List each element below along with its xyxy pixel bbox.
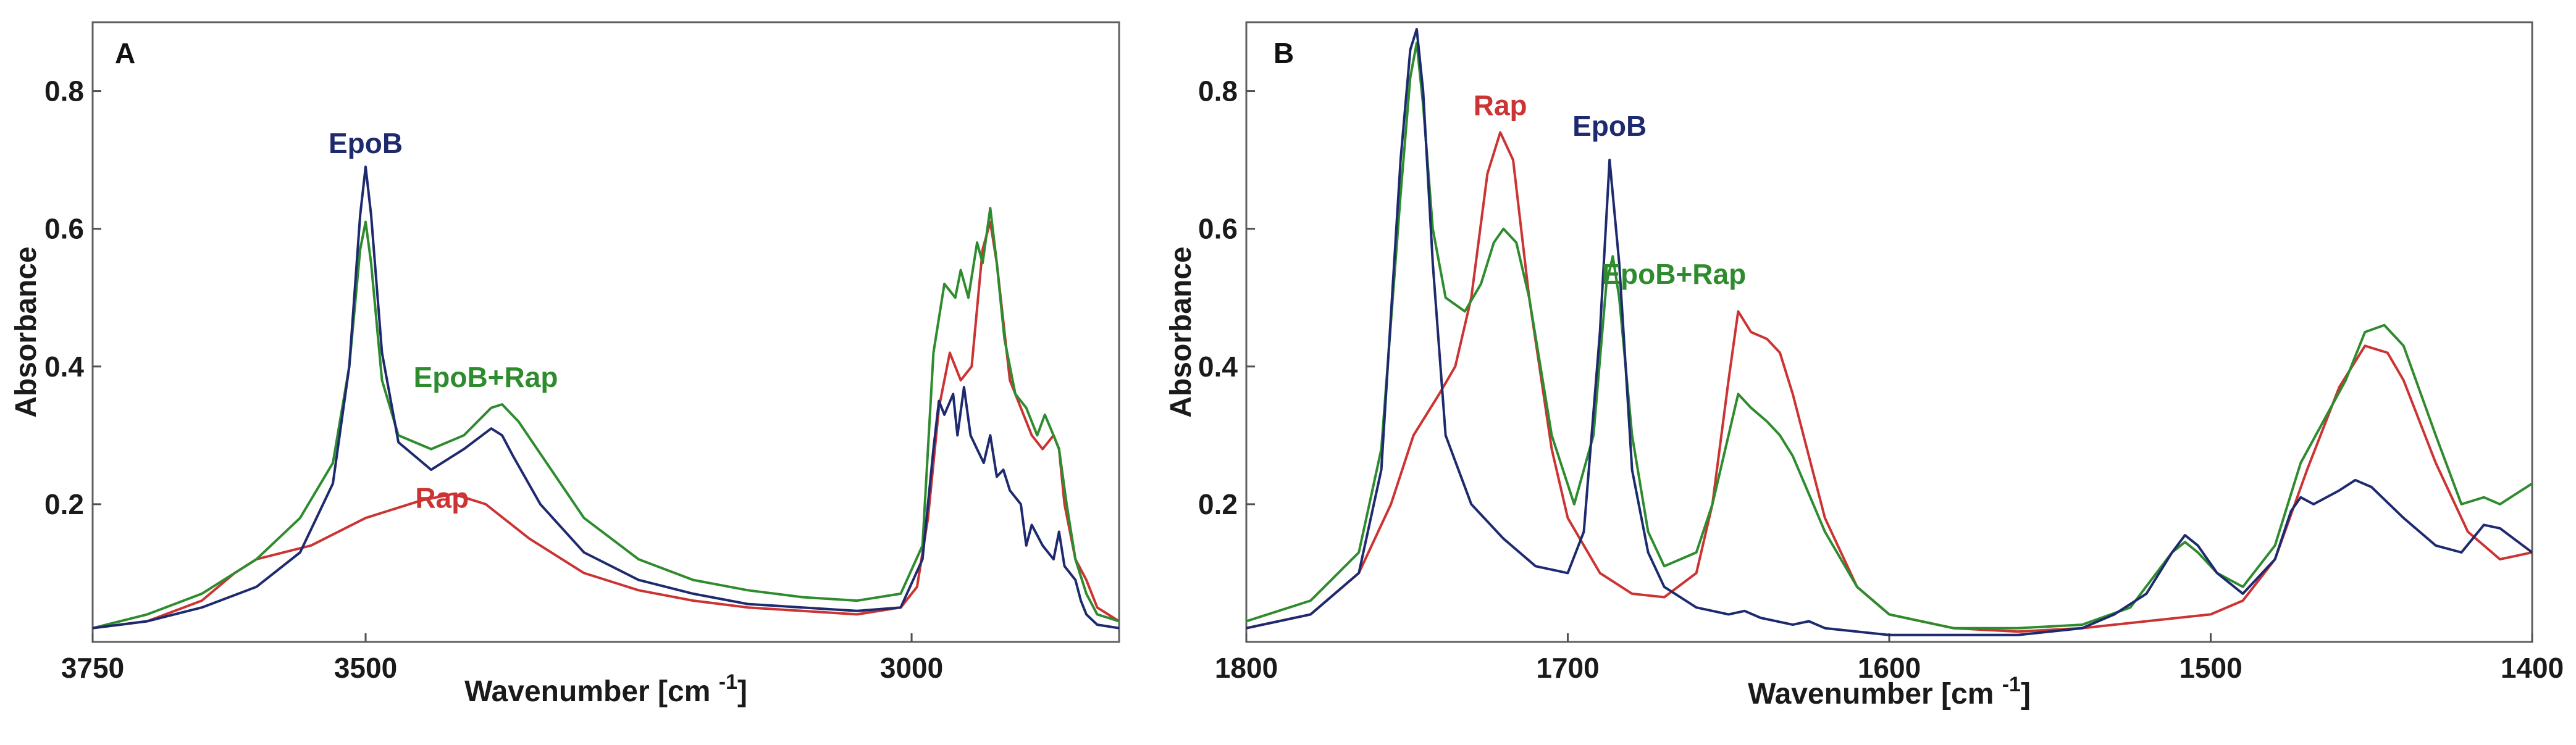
panel-letter: B	[1273, 37, 1294, 69]
x-tick-label: 1400	[2501, 652, 2564, 684]
series-line-epob	[1246, 28, 2532, 636]
x-tick-label: 3750	[61, 652, 124, 684]
y-tick-label: 0.2	[44, 488, 84, 520]
plot-frame	[91, 21, 1120, 643]
x-axis-label-superscript: -1	[2002, 673, 2021, 696]
y-tick-label: 0.8	[1198, 75, 1238, 107]
panel-letter: A	[115, 37, 135, 69]
panel-b: 0.2 0.4 0.6 0.8 1800 1700 1600 1500 1400 B Absorba…	[1165, 21, 2564, 710]
x-tick-label: 3500	[334, 652, 397, 684]
x-tick-label: 3000	[880, 652, 943, 684]
y-tick-label: 0.2	[1198, 488, 1238, 520]
panel-a: 0.2 0.4 0.6 0.8 3750 3500 3000 A Absorbance Waven…	[10, 21, 1120, 708]
series-line-epob	[93, 165, 1119, 630]
series-line-rap	[1246, 131, 2532, 633]
y-tick-label: 0.6	[44, 213, 84, 245]
series-line-epob-plus-rap	[1246, 41, 2532, 630]
y-axis-label: Absorbance	[1165, 246, 1198, 417]
x-axis-label-superscript: -1	[719, 670, 737, 694]
series-line-epob-plus-rap	[93, 207, 1119, 630]
y-axis-label: Absorbance	[10, 246, 43, 417]
x-axis-label-bracket: ]	[737, 675, 747, 708]
annotation-label: EpoB	[1572, 110, 1647, 142]
x-axis-label-main: Wavenumber [cm	[1748, 678, 2002, 710]
annotation-label: Rap	[1474, 89, 1527, 122]
x-tick-label: 1700	[1536, 652, 1599, 684]
x-axis-label: Wavenumber [cm -1]	[464, 670, 747, 708]
annotation-label: EpoB	[329, 127, 403, 159]
annotation-label: EpoB+Rap	[1601, 258, 1746, 290]
x-tick-label: 1800	[1215, 652, 1278, 684]
y-tick-label: 0.6	[1198, 213, 1238, 245]
annotation-label: EpoB+Rap	[414, 361, 558, 393]
x-axis-label-bracket: ]	[2021, 678, 2031, 710]
x-axis-label-main: Wavenumber [cm	[464, 675, 719, 708]
x-tick-label: 1500	[2179, 652, 2242, 684]
annotation-label: Rap	[415, 481, 469, 514]
plot-frame	[1245, 21, 2533, 643]
y-tick-label: 0.8	[44, 75, 84, 107]
x-tick-label: 1600	[1858, 652, 1921, 684]
x-axis-label: Wavenumber [cm -1]	[1748, 673, 2031, 710]
y-tick-label: 0.4	[1198, 351, 1238, 383]
y-tick-label: 0.4	[44, 351, 84, 383]
